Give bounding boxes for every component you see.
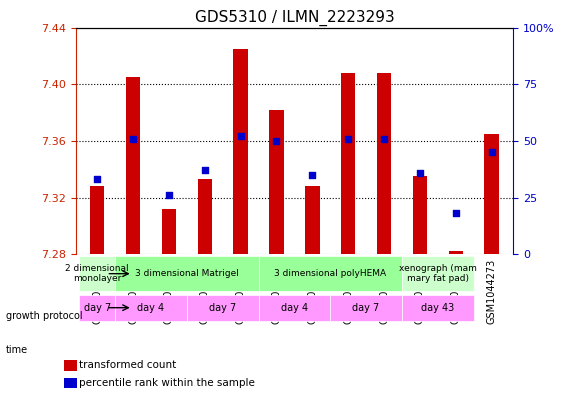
FancyBboxPatch shape xyxy=(79,295,115,321)
Text: percentile rank within the sample: percentile rank within the sample xyxy=(79,378,255,388)
FancyBboxPatch shape xyxy=(79,256,115,291)
FancyBboxPatch shape xyxy=(402,295,473,321)
Bar xyxy=(484,134,498,254)
FancyBboxPatch shape xyxy=(259,295,330,321)
FancyBboxPatch shape xyxy=(115,256,259,291)
Point xyxy=(415,169,424,176)
Point xyxy=(451,210,461,217)
Point xyxy=(343,136,353,142)
Bar xyxy=(90,186,104,254)
Bar xyxy=(162,209,176,254)
Bar xyxy=(269,110,284,254)
FancyBboxPatch shape xyxy=(402,256,473,291)
Point xyxy=(272,138,281,144)
Point xyxy=(164,192,174,198)
FancyBboxPatch shape xyxy=(330,295,402,321)
Text: 3 dimensional Matrigel: 3 dimensional Matrigel xyxy=(135,269,239,278)
Text: day 7: day 7 xyxy=(84,303,111,313)
Text: transformed count: transformed count xyxy=(79,360,176,371)
Bar xyxy=(377,73,391,254)
Bar xyxy=(341,73,356,254)
Point xyxy=(128,136,138,142)
Bar xyxy=(448,252,463,254)
Point xyxy=(308,172,317,178)
FancyBboxPatch shape xyxy=(187,295,259,321)
Bar xyxy=(198,179,212,254)
Text: 3 dimensional polyHEMA: 3 dimensional polyHEMA xyxy=(274,269,387,278)
Text: day 7: day 7 xyxy=(209,303,236,313)
Text: xenograph (mam
mary fat pad): xenograph (mam mary fat pad) xyxy=(399,264,477,283)
Text: day 4: day 4 xyxy=(138,303,164,313)
Bar xyxy=(305,186,319,254)
Bar xyxy=(126,77,141,254)
Text: time: time xyxy=(6,345,28,355)
Text: 2 dimensional
monolayer: 2 dimensional monolayer xyxy=(65,264,129,283)
Text: growth protocol: growth protocol xyxy=(6,311,82,321)
Point xyxy=(380,136,389,142)
Text: day 7: day 7 xyxy=(353,303,380,313)
Title: GDS5310 / ILMN_2223293: GDS5310 / ILMN_2223293 xyxy=(195,10,394,26)
Point xyxy=(487,149,496,155)
Bar xyxy=(413,176,427,254)
Text: day 4: day 4 xyxy=(281,303,308,313)
Point xyxy=(93,176,102,183)
Point xyxy=(236,133,245,140)
Point xyxy=(200,167,209,173)
FancyBboxPatch shape xyxy=(259,256,402,291)
Text: day 43: day 43 xyxy=(421,303,454,313)
Bar xyxy=(233,49,248,254)
FancyBboxPatch shape xyxy=(115,295,187,321)
